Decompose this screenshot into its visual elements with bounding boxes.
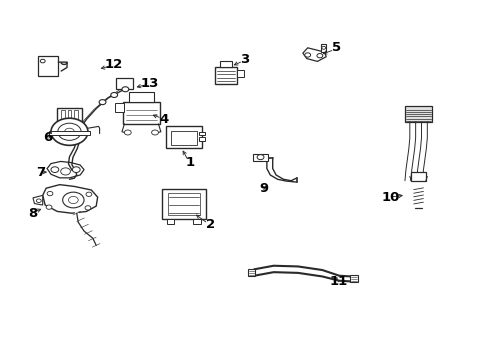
Bar [129, 92, 153, 103]
Bar [350, 275, 358, 282]
Text: 5: 5 [332, 41, 341, 54]
Circle shape [51, 118, 88, 145]
Bar [49, 131, 90, 135]
Bar [220, 61, 231, 67]
Bar [74, 111, 78, 120]
Text: 3: 3 [240, 53, 248, 66]
Circle shape [99, 100, 106, 105]
Text: 7: 7 [36, 166, 45, 179]
Polygon shape [302, 48, 325, 62]
Circle shape [40, 59, 45, 63]
Circle shape [86, 192, 92, 197]
Circle shape [151, 130, 158, 135]
Text: 10: 10 [381, 192, 399, 204]
Polygon shape [33, 195, 42, 205]
Text: 4: 4 [159, 113, 168, 126]
Bar [61, 111, 64, 120]
Circle shape [321, 46, 325, 49]
Bar [166, 219, 174, 224]
Bar [193, 219, 201, 224]
Circle shape [51, 167, 59, 172]
Circle shape [68, 197, 78, 203]
Text: 13: 13 [140, 77, 159, 90]
Circle shape [36, 199, 41, 203]
Text: 1: 1 [185, 156, 194, 169]
Bar [38, 56, 58, 76]
Bar [253, 154, 267, 161]
Bar [236, 70, 244, 77]
Circle shape [257, 155, 264, 159]
Circle shape [72, 167, 80, 172]
Bar [321, 44, 325, 52]
Bar [57, 108, 81, 122]
Polygon shape [47, 161, 84, 178]
Circle shape [124, 130, 131, 135]
Text: 2: 2 [205, 218, 215, 231]
Circle shape [58, 123, 81, 140]
Text: 6: 6 [43, 131, 52, 144]
Circle shape [64, 128, 74, 135]
Bar [162, 189, 205, 219]
Bar [199, 137, 204, 141]
Text: 11: 11 [328, 275, 347, 288]
Circle shape [111, 93, 117, 98]
Bar [215, 67, 236, 84]
Bar [248, 269, 255, 276]
Bar [116, 78, 133, 89]
Polygon shape [42, 185, 98, 213]
Circle shape [47, 192, 53, 196]
Circle shape [61, 168, 70, 175]
Bar [410, 172, 425, 181]
Bar [122, 103, 160, 124]
Bar [67, 111, 71, 120]
Text: 8: 8 [28, 207, 38, 220]
Text: 9: 9 [259, 183, 268, 195]
Circle shape [316, 54, 322, 58]
Bar [115, 103, 124, 112]
Circle shape [304, 53, 310, 57]
Bar [167, 193, 200, 215]
Bar [170, 131, 197, 145]
Bar [199, 132, 204, 135]
Bar [165, 126, 202, 148]
Circle shape [122, 87, 128, 92]
Circle shape [85, 206, 91, 210]
Circle shape [46, 205, 52, 209]
Text: 12: 12 [104, 58, 122, 72]
Bar [118, 79, 131, 87]
Circle shape [62, 192, 84, 208]
Bar [404, 106, 431, 122]
